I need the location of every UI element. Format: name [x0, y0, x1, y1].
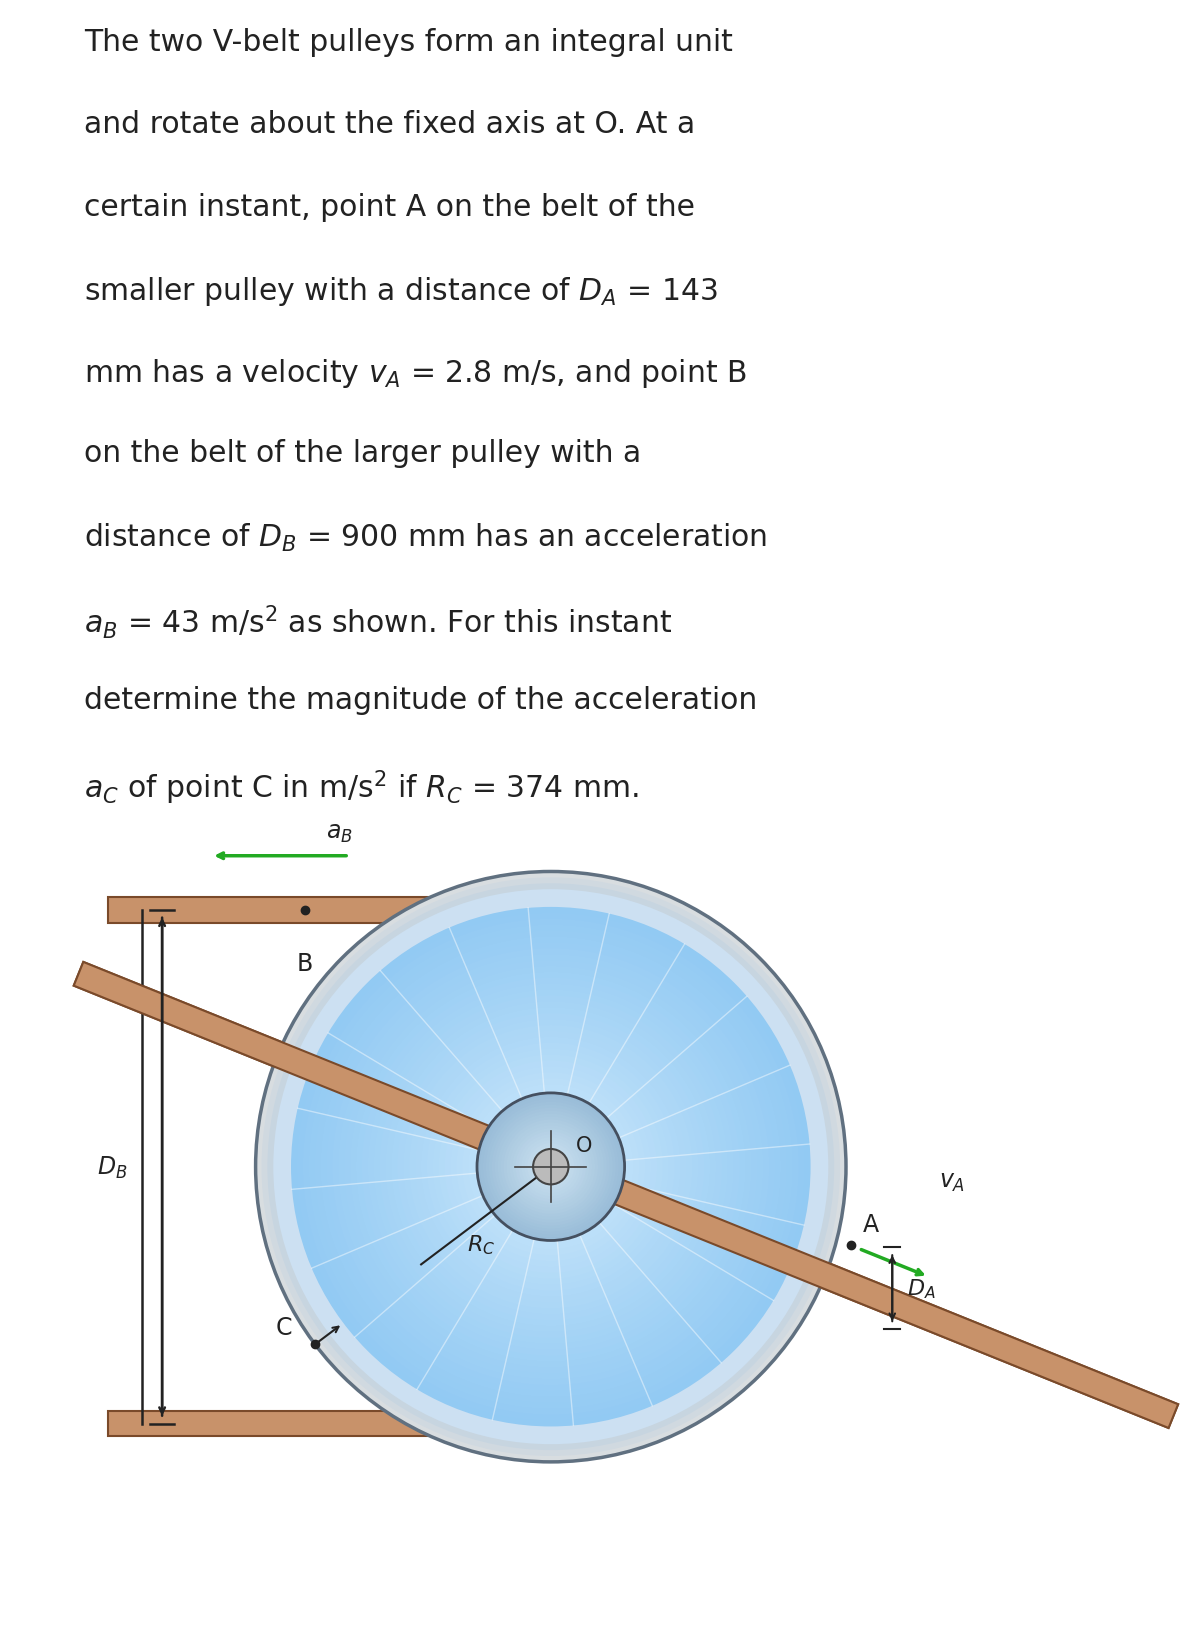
- Text: C: C: [276, 1316, 292, 1339]
- Circle shape: [286, 901, 816, 1432]
- Circle shape: [474, 1090, 628, 1244]
- Circle shape: [498, 1115, 604, 1219]
- Text: smaller pulley with a distance of $D_A$ = 143: smaller pulley with a distance of $D_A$ …: [84, 275, 718, 308]
- Circle shape: [492, 1108, 610, 1226]
- Circle shape: [510, 1126, 592, 1208]
- Text: $a_C$ of point C in m/s$^2$ if $R_C$ = 374 mm.: $a_C$ of point C in m/s$^2$ if $R_C$ = 3…: [84, 769, 638, 806]
- Circle shape: [256, 872, 846, 1462]
- Circle shape: [450, 1067, 652, 1267]
- Circle shape: [486, 1101, 616, 1233]
- Circle shape: [468, 1085, 634, 1249]
- Circle shape: [515, 1131, 587, 1203]
- Circle shape: [539, 1155, 563, 1178]
- Circle shape: [524, 1141, 577, 1193]
- Circle shape: [533, 1149, 569, 1185]
- Circle shape: [510, 1126, 592, 1208]
- Circle shape: [533, 1149, 569, 1185]
- Circle shape: [391, 1008, 710, 1326]
- Polygon shape: [73, 962, 1178, 1428]
- Text: $D_B$: $D_B$: [97, 1154, 127, 1180]
- Polygon shape: [73, 962, 1178, 1428]
- Circle shape: [373, 990, 728, 1344]
- Circle shape: [338, 954, 763, 1380]
- Circle shape: [332, 949, 769, 1385]
- Circle shape: [488, 1105, 613, 1229]
- Text: $D_A$: $D_A$: [907, 1277, 936, 1300]
- Circle shape: [521, 1137, 581, 1196]
- Text: $a_B$ = 43 m/s$^2$ as shown. For this instant: $a_B$ = 43 m/s$^2$ as shown. For this in…: [84, 603, 672, 641]
- Circle shape: [397, 1013, 704, 1321]
- Circle shape: [542, 1159, 559, 1175]
- Circle shape: [444, 1060, 658, 1274]
- Circle shape: [350, 967, 751, 1367]
- Circle shape: [379, 997, 722, 1337]
- Text: certain instant, point A on the belt of the: certain instant, point A on the belt of …: [84, 192, 695, 221]
- Circle shape: [518, 1134, 583, 1200]
- Circle shape: [486, 1101, 616, 1233]
- Circle shape: [498, 1115, 604, 1219]
- Text: distance of $D_B$ = 900 mm has an acceleration: distance of $D_B$ = 900 mm has an accele…: [84, 521, 767, 554]
- Circle shape: [545, 1160, 557, 1174]
- Circle shape: [462, 1078, 640, 1255]
- Circle shape: [314, 931, 787, 1403]
- Text: and rotate about the fixed axis at O. At a: and rotate about the fixed axis at O. At…: [84, 110, 695, 139]
- Text: O: O: [576, 1136, 592, 1155]
- Circle shape: [504, 1119, 598, 1214]
- Circle shape: [478, 1093, 624, 1241]
- Circle shape: [326, 942, 775, 1392]
- Circle shape: [280, 895, 822, 1439]
- Circle shape: [415, 1031, 686, 1303]
- Circle shape: [515, 1131, 587, 1203]
- Text: B: B: [296, 952, 313, 975]
- Circle shape: [480, 1096, 622, 1237]
- Circle shape: [504, 1119, 598, 1214]
- Circle shape: [268, 883, 834, 1451]
- Circle shape: [385, 1001, 716, 1333]
- Circle shape: [439, 1056, 662, 1278]
- Circle shape: [456, 1072, 646, 1262]
- Text: The two V-belt pulleys form an integral unit: The two V-belt pulleys form an integral …: [84, 28, 733, 57]
- Circle shape: [545, 1160, 557, 1174]
- Circle shape: [512, 1129, 589, 1205]
- Circle shape: [403, 1019, 698, 1314]
- Circle shape: [308, 924, 793, 1410]
- Circle shape: [344, 960, 757, 1373]
- Circle shape: [482, 1100, 619, 1234]
- Circle shape: [527, 1144, 575, 1190]
- Circle shape: [533, 1149, 569, 1185]
- Circle shape: [492, 1108, 610, 1226]
- Circle shape: [296, 913, 805, 1421]
- Circle shape: [427, 1042, 674, 1292]
- Circle shape: [262, 879, 840, 1455]
- Text: mm has a velocity $v_A$ = 2.8 m/s, and point B: mm has a velocity $v_A$ = 2.8 m/s, and p…: [84, 357, 746, 390]
- Circle shape: [433, 1049, 668, 1285]
- Circle shape: [421, 1037, 680, 1296]
- Circle shape: [506, 1123, 595, 1211]
- Circle shape: [367, 983, 734, 1351]
- Circle shape: [302, 919, 799, 1414]
- Circle shape: [539, 1155, 563, 1178]
- Text: on the belt of the larger pulley with a: on the belt of the larger pulley with a: [84, 439, 641, 469]
- Circle shape: [548, 1164, 553, 1170]
- Text: determine the magnitude of the acceleration: determine the magnitude of the accelerat…: [84, 685, 757, 715]
- Text: A: A: [863, 1211, 878, 1236]
- Circle shape: [356, 972, 745, 1362]
- Circle shape: [320, 938, 781, 1396]
- Text: $a_B$: $a_B$: [326, 821, 353, 844]
- Circle shape: [362, 978, 739, 1355]
- Circle shape: [494, 1111, 607, 1223]
- Text: $v_A$: $v_A$: [940, 1169, 966, 1193]
- Circle shape: [521, 1137, 581, 1196]
- Circle shape: [530, 1146, 571, 1188]
- Polygon shape: [108, 898, 570, 923]
- Polygon shape: [108, 1411, 581, 1436]
- Circle shape: [536, 1152, 565, 1182]
- Circle shape: [292, 908, 810, 1426]
- Circle shape: [527, 1144, 575, 1190]
- Circle shape: [500, 1116, 601, 1218]
- Circle shape: [274, 890, 828, 1444]
- Circle shape: [480, 1096, 622, 1237]
- Text: $R_C$: $R_C$: [467, 1233, 496, 1255]
- Circle shape: [409, 1026, 692, 1308]
